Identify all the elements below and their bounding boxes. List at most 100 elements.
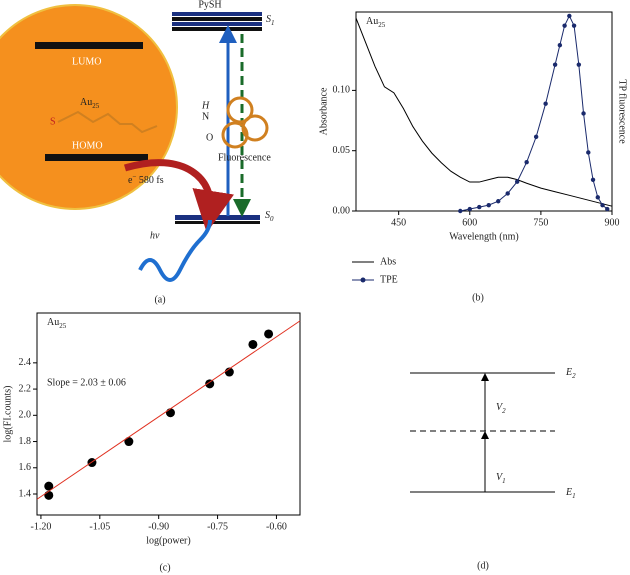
label: S1 bbox=[266, 14, 275, 26]
caption: (d) bbox=[477, 560, 489, 571]
label: LUMO bbox=[72, 56, 101, 67]
label: N bbox=[202, 111, 209, 122]
y-tick-label: 1.6 bbox=[19, 462, 32, 473]
label: Au25 bbox=[80, 97, 100, 109]
data-point bbox=[576, 62, 582, 67]
label: V bbox=[496, 472, 504, 483]
legend-label: Abs bbox=[380, 256, 396, 267]
y-tick-label: 0.00 bbox=[333, 205, 351, 216]
data-point bbox=[571, 23, 577, 28]
y-tick-label: 0.05 bbox=[333, 145, 351, 156]
panel-d-art bbox=[410, 372, 555, 493]
label: e− 580 fs bbox=[128, 173, 164, 187]
data-point bbox=[514, 179, 520, 184]
data-point bbox=[567, 13, 572, 19]
data-point bbox=[581, 111, 586, 116]
data-point bbox=[543, 101, 548, 106]
label: − bbox=[132, 173, 136, 181]
x-tick-label: -1.05 bbox=[89, 521, 110, 532]
label: 25 bbox=[92, 102, 100, 110]
y-tick-label: 1.4 bbox=[19, 488, 32, 499]
data-point bbox=[590, 177, 596, 182]
annotation: Slope = 2.03 ± 0.06 bbox=[47, 377, 126, 388]
data-point bbox=[467, 206, 472, 212]
y-axis-label: log(FI.counts) bbox=[2, 386, 13, 443]
data-point bbox=[44, 481, 54, 491]
label: E bbox=[565, 367, 572, 378]
y-tick-label: 2.2 bbox=[19, 383, 32, 394]
legend-label: TPE bbox=[380, 274, 398, 285]
annotation: 25 bbox=[378, 21, 386, 29]
y-tick-label: 1.8 bbox=[19, 436, 32, 447]
annotation: 25 bbox=[59, 322, 67, 330]
x-tick-label: 900 bbox=[605, 217, 620, 228]
annotation: Au25 bbox=[47, 317, 67, 329]
data-point bbox=[264, 329, 274, 339]
data-point bbox=[458, 208, 463, 214]
series-line bbox=[355, 17, 613, 207]
plot-frame bbox=[36, 312, 301, 516]
label: 580 fs bbox=[136, 175, 163, 186]
label: E1 bbox=[565, 487, 576, 499]
y-axis-label: Absorbance bbox=[318, 87, 329, 135]
y-tick-label: 0.10 bbox=[333, 85, 351, 96]
data-point bbox=[205, 379, 215, 389]
data-point bbox=[605, 206, 610, 212]
label: Au bbox=[80, 97, 92, 108]
label: S bbox=[50, 116, 56, 127]
data-point bbox=[486, 202, 491, 208]
label: O bbox=[206, 132, 213, 143]
x-tick-label: 450 bbox=[391, 217, 406, 228]
annotation: Au bbox=[47, 317, 59, 328]
label: V1 bbox=[496, 472, 506, 484]
label: 1 bbox=[271, 19, 275, 27]
series-line bbox=[36, 320, 301, 500]
x-tick-label: -1.20 bbox=[31, 521, 52, 532]
y2-axis-label: TP fluorescence bbox=[617, 79, 628, 144]
label: V bbox=[496, 402, 504, 413]
data-point bbox=[557, 42, 563, 48]
x-axis-label: log(power) bbox=[146, 535, 190, 546]
data-point bbox=[524, 160, 529, 165]
data-point bbox=[595, 195, 600, 200]
data-point bbox=[496, 199, 501, 204]
data-point bbox=[248, 339, 258, 349]
label: E2 bbox=[565, 367, 576, 379]
label: hν bbox=[150, 230, 160, 241]
series-line bbox=[460, 14, 608, 212]
label: V2 bbox=[496, 402, 506, 414]
x-tick-label: -0.60 bbox=[266, 521, 287, 532]
label: 2 bbox=[502, 407, 506, 415]
label: 1 bbox=[502, 477, 506, 485]
data-point bbox=[552, 62, 558, 67]
x-tick-label: 600 bbox=[462, 217, 477, 228]
label: Fluorescence bbox=[218, 152, 271, 163]
caption: (b) bbox=[472, 292, 484, 303]
panel-a-art bbox=[0, 4, 269, 282]
data-point bbox=[165, 408, 175, 418]
y-tick-label: 2.0 bbox=[19, 410, 32, 421]
label: S bbox=[265, 210, 270, 221]
data-point bbox=[124, 437, 134, 447]
label: 0 bbox=[270, 215, 274, 223]
label: H bbox=[201, 100, 210, 111]
annotation: Au25 bbox=[366, 16, 386, 28]
caption: (c) bbox=[159, 562, 170, 573]
plot-frame bbox=[355, 11, 613, 212]
label: E bbox=[565, 487, 572, 498]
label: e bbox=[128, 175, 133, 186]
data-point bbox=[477, 204, 482, 210]
x-axis-label: Wavelength (nm) bbox=[449, 231, 518, 242]
label: 2 bbox=[572, 372, 576, 380]
data-point bbox=[562, 23, 567, 28]
label: 1 bbox=[572, 492, 576, 500]
data-point bbox=[533, 134, 539, 140]
label: S0 bbox=[265, 210, 274, 222]
annotation: Au bbox=[366, 16, 378, 27]
legend-swatch bbox=[360, 277, 366, 283]
label: PySH bbox=[198, 0, 221, 10]
x-tick-label: -0.75 bbox=[207, 521, 228, 532]
data-point bbox=[505, 191, 510, 196]
data-point bbox=[600, 202, 605, 208]
